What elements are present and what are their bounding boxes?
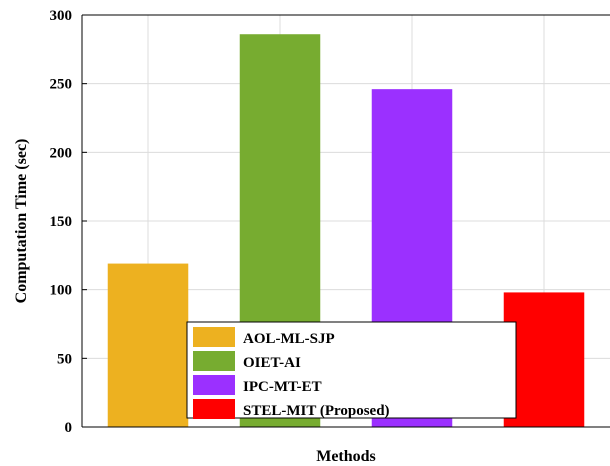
- y-tick-label: 250: [50, 77, 73, 93]
- bar-4: [503, 292, 585, 427]
- y-axis-label: Computation Time (sec): [13, 139, 30, 304]
- legend-swatch-2: [193, 351, 235, 371]
- legend-swatch-4: [193, 399, 235, 419]
- y-tick-label: 50: [57, 351, 72, 367]
- legend: AOL-ML-SJP OIET-AI IPC-MT-ET STEL-MIT (Prop…: [186, 321, 517, 419]
- y-axis-ticks: 0 50 100 150 200 250 300: [50, 8, 87, 436]
- y-tick-label: 100: [50, 283, 73, 299]
- y-tick-label: 300: [50, 8, 73, 24]
- bars: [107, 34, 585, 428]
- legend-swatch-3: [193, 375, 235, 395]
- bar-1: [107, 263, 189, 427]
- x-axis-label: Methods: [316, 448, 376, 465]
- legend-label-2: OIET-AI: [243, 355, 301, 371]
- y-tick-label: 0: [65, 420, 73, 436]
- y-tick-label: 150: [50, 214, 73, 230]
- legend-label-1: AOL-ML-SJP: [243, 331, 335, 347]
- legend-label-3: IPC-MT-ET: [243, 379, 322, 395]
- legend-swatch-1: [193, 327, 235, 347]
- legend-box: [186, 321, 517, 419]
- legend-label-4: STEL-MIT (Proposed): [243, 403, 390, 419]
- y-tick-label: 200: [50, 145, 73, 161]
